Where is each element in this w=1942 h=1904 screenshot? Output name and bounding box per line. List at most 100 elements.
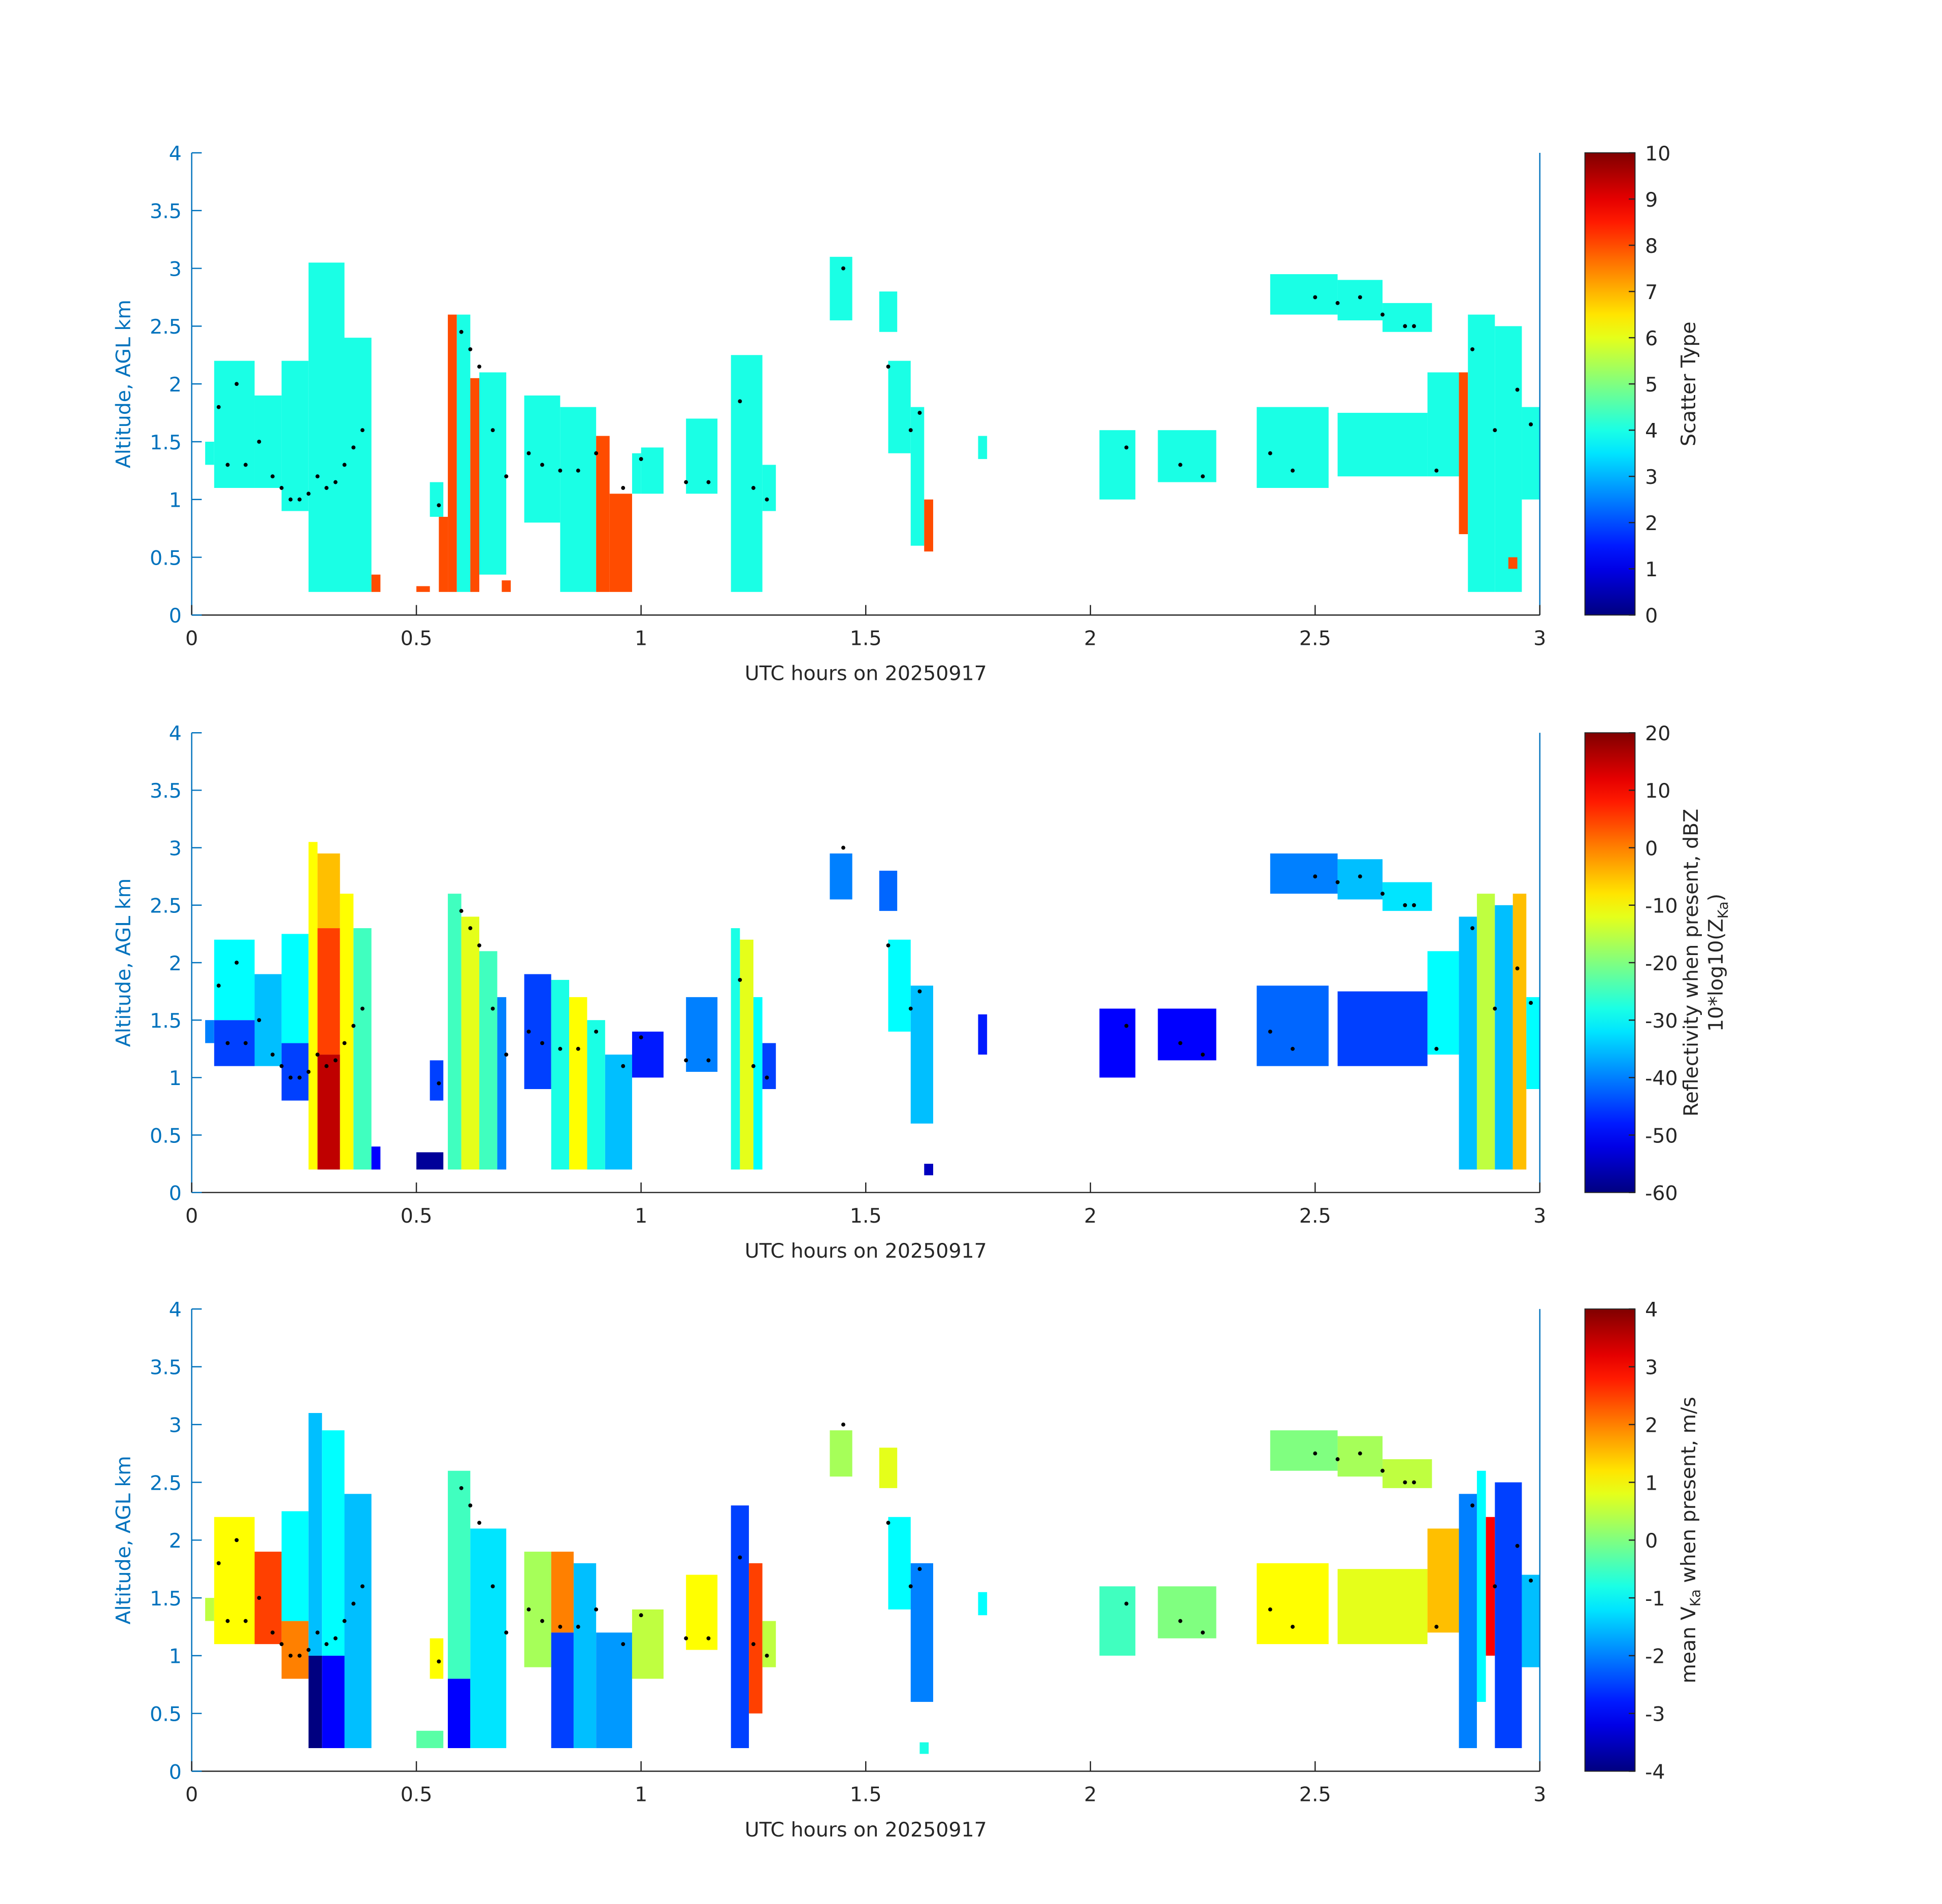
heatmap-cell <box>551 1632 574 1748</box>
cloud-base-point <box>1529 422 1533 426</box>
colorbar-label-part: Reflectivity when present, dBZ <box>1680 809 1703 1117</box>
cloud-base-point <box>1380 312 1385 317</box>
colorbar-tick-label: 7 <box>1645 281 1658 304</box>
heatmap-cell <box>762 465 776 511</box>
colorbar-tick-label: 1 <box>1645 1471 1658 1495</box>
heatmap-cell <box>416 586 430 592</box>
heatmap-cell <box>1270 1430 1338 1471</box>
colorbar-tick-label: 10 <box>1645 142 1670 166</box>
cloud-base-point <box>279 486 284 490</box>
heatmap-cell <box>1383 1459 1432 1488</box>
cloud-base-point <box>738 977 742 982</box>
colorbar-tick-label: 0 <box>1645 837 1658 860</box>
heatmap-cell <box>448 1470 471 1679</box>
heatmap-cell <box>1337 859 1383 900</box>
colorbar-tick-label: 9 <box>1645 188 1658 212</box>
heatmap-cell <box>1257 407 1329 488</box>
heatmap-cell <box>322 1655 345 1748</box>
y-tick-label: 0.5 <box>150 1702 182 1726</box>
x-tick-label: 3 <box>1533 1204 1546 1228</box>
y-tick-label: 3 <box>169 257 182 281</box>
heatmap-cell <box>344 1494 372 1748</box>
heatmap-cell <box>686 418 718 494</box>
cloud-base-point <box>490 428 495 433</box>
cloud-base-point <box>1529 1001 1533 1005</box>
colorbar-label: Scatter Type <box>1677 321 1700 446</box>
cloud-base-point <box>908 428 913 433</box>
x-tick-label: 2.5 <box>1299 1204 1331 1228</box>
cloud-base-point <box>558 1046 563 1051</box>
cloud-base-point <box>1124 1024 1129 1028</box>
cloud-base-point <box>558 1625 563 1629</box>
heatmap-cell <box>308 1413 322 1656</box>
heatmap-cell <box>371 574 381 592</box>
cloud-base-point <box>257 440 261 444</box>
cloud-base-point <box>594 1607 599 1612</box>
cloud-base-point <box>1358 874 1362 879</box>
cloud-base-point <box>841 266 845 271</box>
heatmap-cell <box>214 939 255 1021</box>
heatmap-cell <box>632 1609 664 1679</box>
cloud-base-point <box>342 1041 347 1045</box>
cloud-base-point <box>1412 903 1416 907</box>
colorbar <box>1584 152 1636 616</box>
heatmap-cell <box>686 997 718 1072</box>
colorbar-tick-label: 10 <box>1645 779 1670 803</box>
cloud-base-point <box>243 1041 248 1045</box>
cloud-base-point <box>886 943 891 947</box>
heatmap-cell <box>1158 1586 1216 1638</box>
cloud-base-point <box>1313 295 1318 300</box>
x-tick-label: 0 <box>185 1204 198 1228</box>
heatmap-cell <box>632 1031 664 1078</box>
cloud-base-point <box>1313 874 1318 879</box>
colorbar-tick-label: -30 <box>1645 1009 1677 1033</box>
y-tick-label: 1 <box>169 1645 182 1668</box>
heatmap-cell <box>830 853 852 900</box>
cloud-base-point <box>477 1521 481 1525</box>
x-tick-label: 3 <box>1533 627 1546 650</box>
cloud-base-point <box>751 486 755 490</box>
cloud-base-point <box>576 1046 580 1051</box>
heatmap-cell <box>731 928 740 1170</box>
cloud-base-point <box>298 1075 302 1080</box>
cloud-base-point <box>477 943 481 947</box>
cloud-base-point <box>886 1521 891 1525</box>
y-tick-label: 0.5 <box>150 546 182 570</box>
heatmap-cell <box>924 499 933 552</box>
heatmap-cell <box>1158 1008 1216 1061</box>
heatmap-cell <box>1495 1482 1522 1748</box>
cloud-base-point <box>639 1613 643 1618</box>
cloud-base-point <box>351 1601 356 1606</box>
heatmap-cell <box>1476 1470 1486 1702</box>
y-tick-label: 2 <box>169 1529 182 1553</box>
x-tick-label: 0.5 <box>401 627 433 650</box>
cloud-base-point <box>526 1029 531 1034</box>
colorbar <box>1584 732 1636 1193</box>
y-tick-label: 0 <box>169 1760 182 1784</box>
colorbar <box>1584 1308 1636 1772</box>
heatmap-cell <box>1512 894 1527 1170</box>
heatmap-cell <box>214 1020 255 1066</box>
cloud-base-point <box>490 1006 495 1011</box>
y-tick-label: 3.5 <box>150 1356 182 1380</box>
cloud-base-point <box>1515 1544 1520 1548</box>
heatmap-cell <box>1257 1563 1329 1645</box>
heatmap-cell <box>416 1152 444 1170</box>
cloud-base-point <box>1403 1480 1407 1485</box>
heatmap-cell <box>281 1511 309 1621</box>
cloud-base-point <box>270 1630 275 1635</box>
heatmap-cell <box>1099 1586 1136 1656</box>
cloud-base-point <box>333 1058 338 1063</box>
cloud-base-point <box>751 1064 755 1068</box>
colorbar-label-part: ) <box>1704 894 1728 901</box>
cloud-base-point <box>257 1018 261 1023</box>
cloud-base-point <box>279 1064 284 1068</box>
cloud-base-point <box>1493 1584 1497 1589</box>
heatmap-cell <box>1383 303 1432 332</box>
cloud-base-point <box>594 451 599 455</box>
cloud-base-point <box>1380 1468 1385 1473</box>
heatmap-cell <box>879 1448 898 1488</box>
cloud-base-point <box>468 1503 473 1507</box>
heatmap-cell <box>740 939 753 1170</box>
y-tick-label: 0 <box>169 604 182 628</box>
